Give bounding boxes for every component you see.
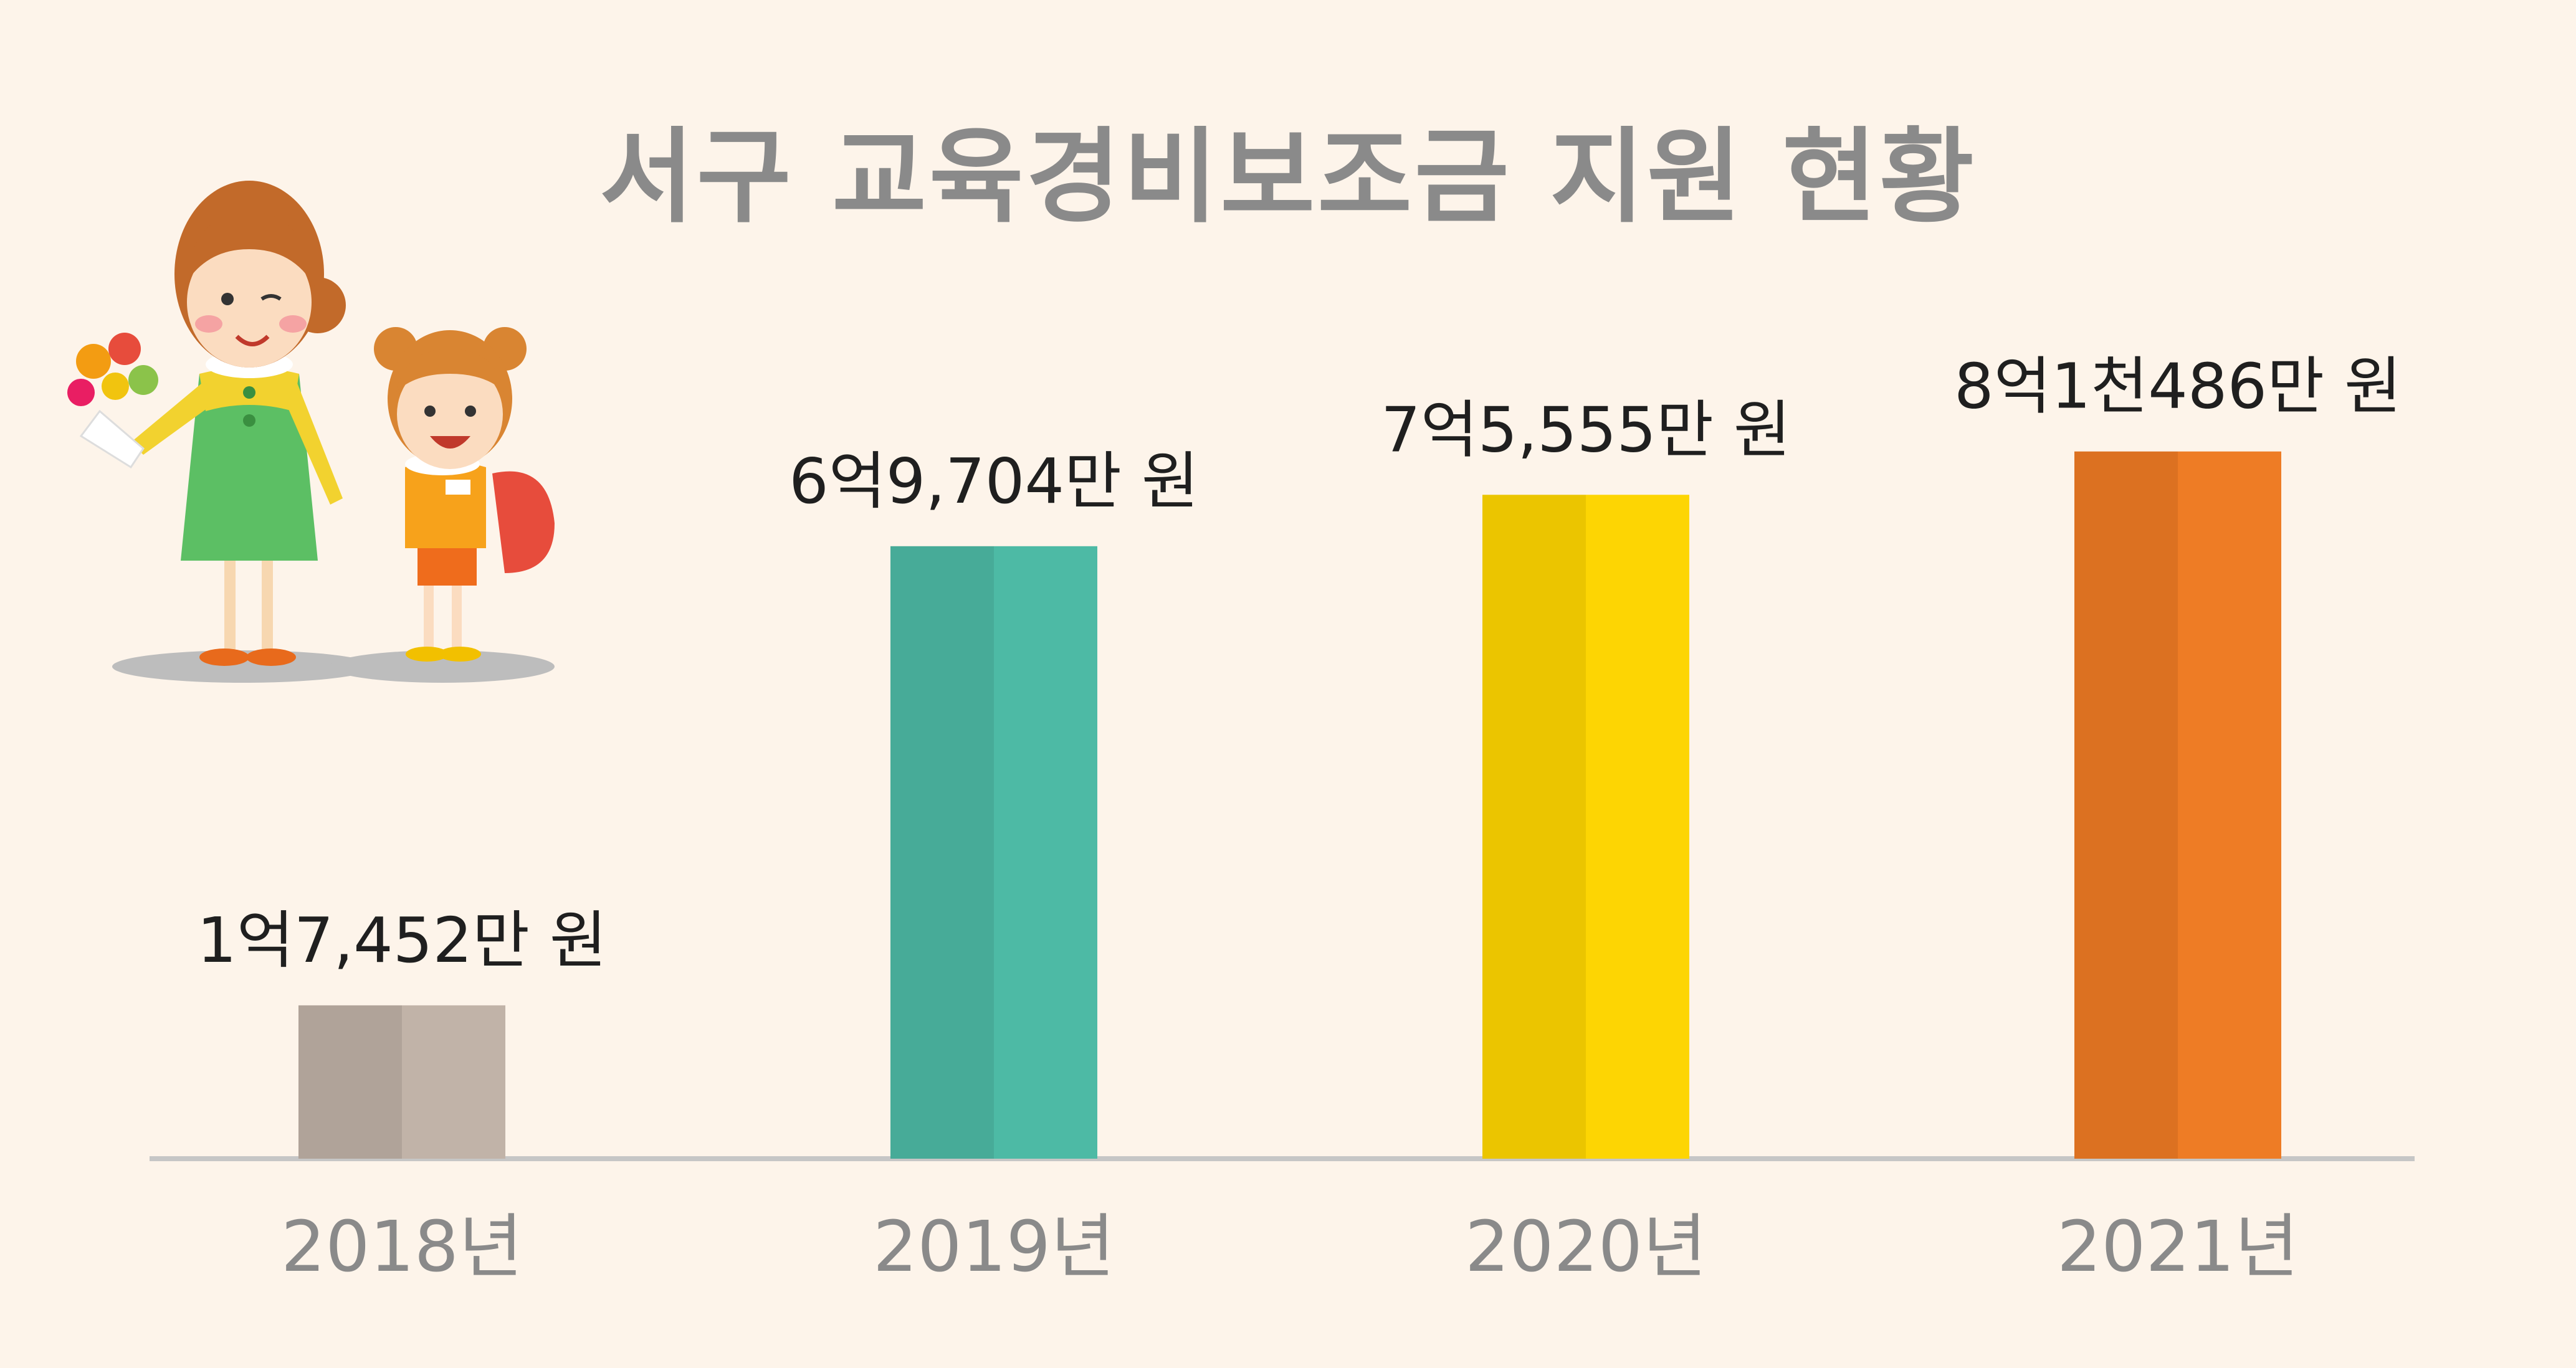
teacher-shadow (112, 650, 374, 683)
chart-title: 서구 교육경비보조금 지원 현황 (599, 117, 1977, 237)
bar-3-right-half (2178, 451, 2281, 1159)
x-tick-label-1: 2019년 (873, 1207, 1115, 1288)
student-figure (374, 327, 555, 662)
bar-0-left-half (298, 1005, 402, 1159)
bar-2 (1482, 495, 1689, 1159)
bar-2-left-half (1482, 495, 1586, 1159)
bar-1-left-half (890, 546, 994, 1159)
bar-0-right-half (402, 1005, 505, 1159)
data-label-2: 7억5,555만 원 (1381, 393, 1791, 466)
student-shadow (330, 650, 555, 683)
x-tick-label-0: 2018년 (281, 1207, 523, 1288)
teacher-and-student-illustration (67, 181, 555, 683)
x-tick-label-3: 2021년 (2057, 1207, 2299, 1288)
bar-2-right-half (1586, 495, 1689, 1159)
data-label-0: 1억7,452만 원 (197, 904, 607, 977)
bar-3-left-half (2074, 451, 2178, 1159)
x-tick-label-2: 2020년 (1465, 1207, 1707, 1288)
bar-3 (2074, 451, 2281, 1159)
bar-1 (890, 546, 1097, 1159)
data-label-1: 6억9,704만 원 (789, 445, 1199, 518)
bar-1-right-half (994, 546, 1097, 1159)
flower-bouquet (67, 333, 158, 469)
bar-0 (298, 1005, 505, 1159)
teacher-figure (131, 181, 346, 666)
data-label-3: 8억1천486만 원 (1954, 350, 2402, 423)
